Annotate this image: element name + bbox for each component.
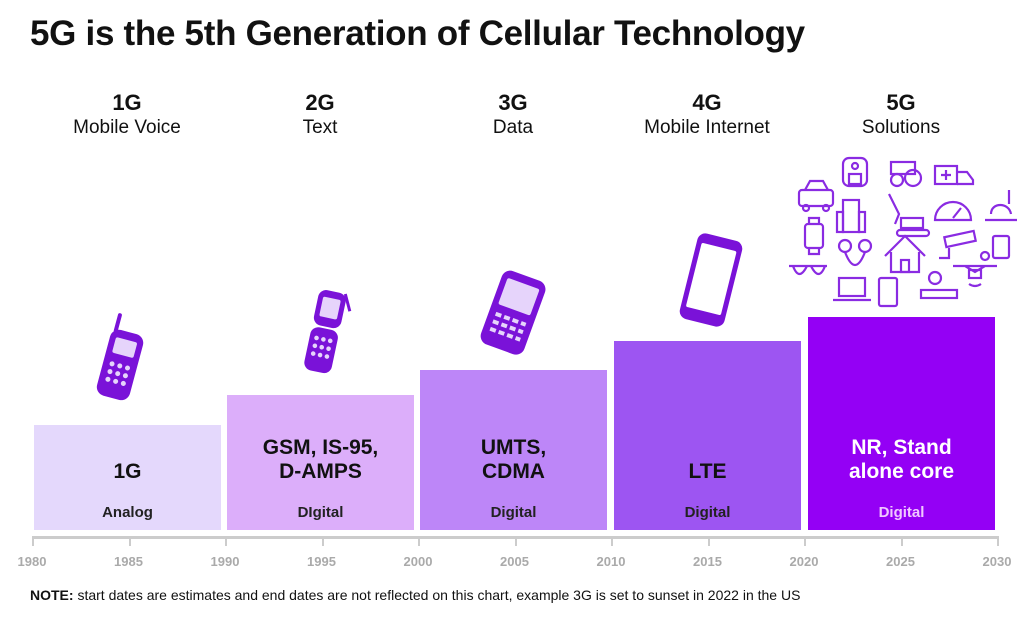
car-icon (797, 179, 835, 213)
generation-use: Mobile Voice (73, 117, 181, 138)
security-camera-icon (939, 229, 978, 260)
smart-kitchen-icon (919, 270, 959, 300)
generation-use: Text (302, 117, 338, 138)
excavator-icon (888, 193, 931, 238)
iot-icons-cluster (789, 156, 1017, 308)
axis-tick-label: 2025 (886, 554, 915, 569)
generation-header-1g: 1G Mobile Voice (32, 90, 222, 140)
robot-icon (841, 156, 869, 188)
axis-tick (32, 536, 34, 546)
earbuds-icon (837, 238, 873, 267)
axis-tick-label: 1985 (114, 554, 143, 569)
generation-header-2g: 2G Text (225, 90, 415, 140)
blackberry-phone-icon (480, 270, 546, 355)
flip-phone-icon (304, 290, 352, 374)
tablet-icon (877, 276, 899, 308)
house-icon (884, 234, 926, 274)
axis-tick (321, 536, 324, 546)
generation-use: Data (492, 117, 534, 138)
axis-tick-label: 2005 (500, 554, 529, 569)
generation-label: 1G (112, 90, 142, 115)
axis-tick (128, 536, 131, 546)
axis-tick (418, 536, 420, 546)
axis-tick (707, 536, 710, 546)
building-icon (835, 198, 867, 234)
smartphone-icon (679, 233, 743, 327)
generation-use: Mobile Internet (644, 117, 770, 138)
generation-bar-2g: GSM, IS-95, D-AMPS DIgital (227, 395, 414, 530)
axis-tick-label: 2030 (982, 554, 1012, 569)
speedometer-icon (933, 200, 973, 222)
axis-tick (514, 536, 517, 546)
generation-label: 5G (886, 90, 916, 115)
generation-bar-4g: LTE Digital (614, 341, 801, 530)
generation-label: 3G (498, 90, 528, 115)
signal-type: Analog (102, 504, 153, 521)
signal-type: Digital (490, 504, 537, 521)
page-title: 5G is the 5th Generation of Cellular Tec… (30, 14, 805, 53)
tractor-icon (889, 160, 923, 188)
generation-label: 2G (305, 90, 335, 115)
generation-header-5g: 5G Solutions (806, 90, 996, 140)
technology-label: UMTS, CDMA (480, 436, 547, 483)
generation-header-4g: 4G Mobile Internet (612, 90, 802, 140)
exercise-bike-icon (985, 190, 1017, 222)
axis-tick-label: 2010 (596, 554, 626, 569)
technology-label: 1G (113, 460, 142, 483)
laptop-icon (833, 276, 871, 302)
signal-type: DIgital (297, 504, 344, 521)
technology-label: NR, Stand alone core (848, 436, 955, 483)
axis-tick-label: 1980 (17, 554, 47, 569)
brick-phone-icon (96, 313, 144, 401)
technology-label: LTE (688, 460, 727, 483)
axis-tick-label: 2015 (693, 554, 722, 569)
axis-tick (997, 536, 999, 546)
axis-tick-label: 1995 (307, 554, 336, 569)
signal-type: Digital (878, 504, 925, 521)
axis-tick (611, 536, 613, 546)
axis-tick-label: 2020 (789, 554, 819, 569)
axis-tick-label: 1990 (210, 554, 240, 569)
footnote: NOTE: start dates are estimates and end … (30, 587, 801, 603)
generation-bar-1g: 1G Analog (34, 425, 221, 530)
axis-tick-label: 2000 (403, 554, 433, 569)
smartwatch-icon (803, 216, 825, 256)
ambulance-icon (933, 164, 975, 186)
glasses-icon (789, 264, 827, 276)
generation-bar-5g: NR, Stand alone core Digital (808, 317, 995, 530)
generation-header-3g: 3G Data (418, 90, 608, 140)
generation-use: Solutions (861, 117, 941, 138)
signal-type: Digital (684, 504, 731, 521)
axis-tick (804, 536, 806, 546)
axis-tick (900, 536, 903, 546)
generation-label: 4G (692, 90, 722, 115)
technology-label: GSM, IS-95, D-AMPS (262, 436, 379, 483)
axis-tick (225, 536, 227, 546)
generation-bar-3g: UMTS, CDMA Digital (420, 370, 607, 530)
drone-icon (953, 264, 997, 288)
medicine-icon (979, 234, 1011, 262)
